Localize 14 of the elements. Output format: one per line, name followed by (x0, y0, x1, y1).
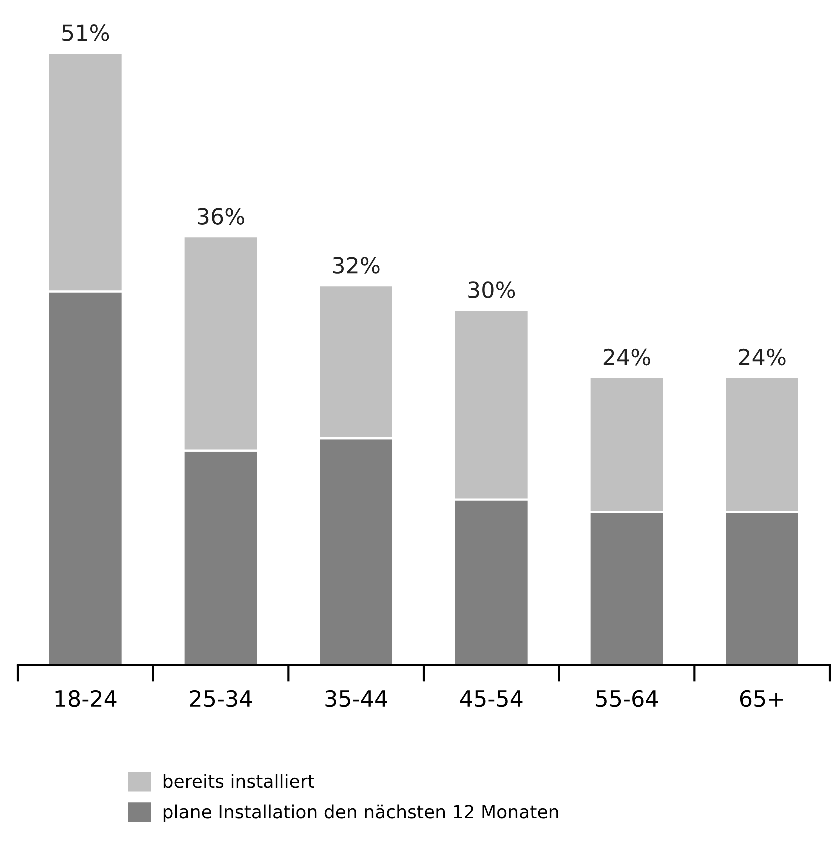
annotation: 24% (604, 348, 650, 366)
annotation: 32% (333, 257, 380, 274)
x-tick-label: 65+ (740, 690, 784, 708)
annotation: 51% (62, 24, 110, 42)
legend-label: plane Installation den nächsten 12 Monaten (164, 804, 558, 822)
x-tick-label: 45-54 (460, 690, 523, 708)
x-tick-label: 35-44 (326, 690, 388, 708)
annotation: 30% (468, 282, 516, 298)
annotation: 36% (198, 208, 244, 225)
legend-label: bereits installiert (164, 774, 314, 788)
x-tick-label: 55-64 (596, 690, 658, 708)
annotation: 24% (739, 348, 786, 366)
x-tick-label: 18-24 (56, 690, 117, 708)
x-tick-label: 25-34 (190, 690, 252, 708)
